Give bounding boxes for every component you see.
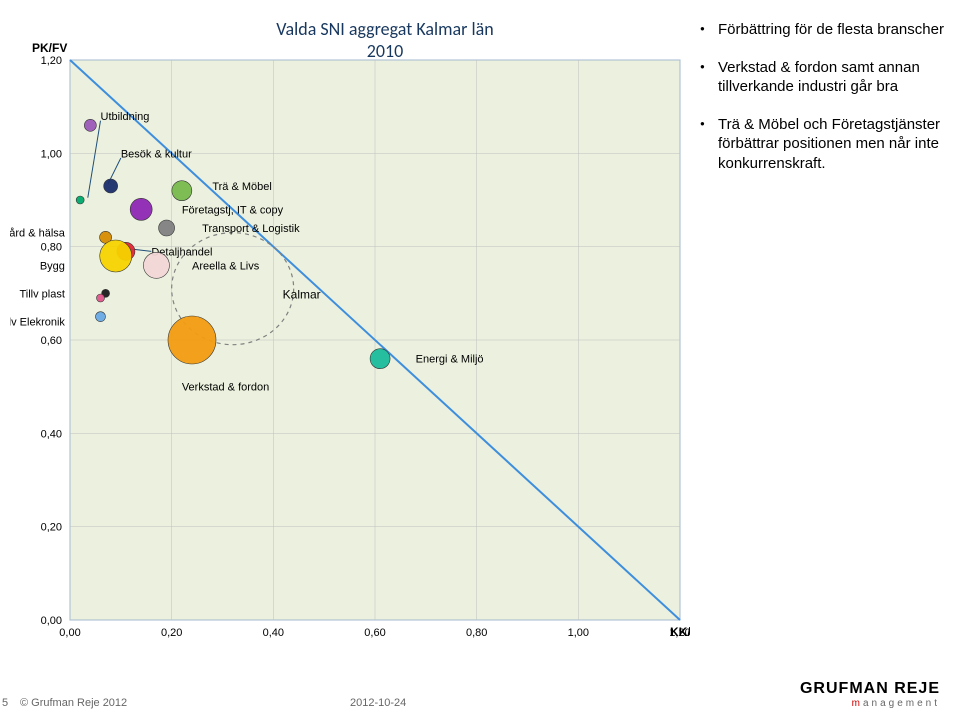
svg-text:0,80: 0,80 [466, 627, 487, 639]
footer-copyright: © Grufman Reje 2012 [20, 697, 127, 709]
page-number: 5 [2, 697, 8, 709]
svg-text:Energi & Miljö: Energi & Miljö [416, 354, 484, 366]
chart-svg: 0,00 0,20 0,40 0,60 0,80 1,00 1,20 0,00 0,20 0,40… [10, 10, 690, 660]
svg-text:Besök & kultur: Besök & kultur [121, 148, 192, 160]
svg-text:PK/FV: PK/FV [32, 41, 67, 55]
svg-text:1,00: 1,00 [568, 627, 589, 639]
svg-text:0,00: 0,00 [59, 627, 80, 639]
svg-text:Areella & Livs: Areella & Livs [192, 260, 260, 272]
logo-sub: management [800, 698, 940, 709]
svg-text:Företagstj, IT & copy: Företagstj, IT & copy [182, 204, 284, 216]
svg-text:Trä & Möbel: Trä & Möbel [212, 181, 272, 193]
chart-title: Valda SNI aggregat Kalmar län 2010 [260, 18, 510, 62]
bullet-item: Verkstad & fordon samt annan tillverkand… [700, 58, 950, 97]
svg-text:0,40: 0,40 [263, 627, 284, 639]
svg-text:1,00: 1,00 [41, 148, 62, 160]
svg-text:Verkstad & fordon: Verkstad & fordon [182, 382, 269, 394]
svg-text:0,00: 0,00 [41, 615, 62, 627]
svg-text:0,20: 0,20 [161, 627, 182, 639]
svg-text:0,80: 0,80 [41, 242, 62, 254]
svg-text:Transport & Logistik: Transport & Logistik [202, 223, 300, 235]
svg-text:Tillv plast: Tillv plast [19, 288, 64, 300]
bubble-chart: Valda SNI aggregat Kalmar län 2010 0,000… [10, 10, 690, 660]
svg-text:Tillv Elekronik: Tillv Elekronik [10, 316, 65, 328]
footer-date: 2012-10-24 [350, 697, 406, 709]
svg-text:0,20: 0,20 [41, 522, 62, 534]
logo-main: GRUFMAN REJE [800, 680, 940, 698]
logo-sub-rest: anagement [863, 698, 940, 709]
svg-text:Kalmar: Kalmar [283, 288, 321, 302]
svg-text:Vård & hälsa: Vård & hälsa [10, 228, 66, 240]
svg-text:1,20: 1,20 [41, 55, 62, 67]
logo-sub-m: m [852, 698, 863, 709]
svg-text:0,60: 0,60 [41, 335, 62, 347]
svg-text:0,40: 0,40 [41, 428, 62, 440]
bullet-item: Förbättring för de flesta branscher [700, 20, 950, 40]
bullet-sidebar: Förbättring för de flesta branscher Verk… [700, 20, 950, 191]
logo: GRUFMAN REJE management [800, 680, 940, 709]
chart-title-text: Valda SNI aggregat Kalmar län 2010 [276, 18, 493, 62]
bullet-item: Trä & Möbel och Företagstjänster förbätt… [700, 115, 950, 174]
svg-text:KK/FV: KK/FV [670, 625, 690, 639]
svg-text:0,60: 0,60 [364, 627, 385, 639]
svg-text:Bygg: Bygg [40, 260, 65, 272]
svg-text:Utbildning: Utbildning [101, 111, 150, 123]
